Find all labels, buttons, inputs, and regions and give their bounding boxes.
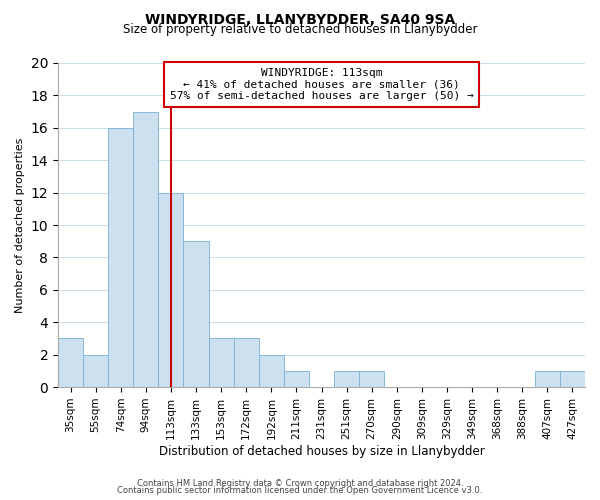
Bar xyxy=(535,371,560,387)
Bar xyxy=(133,112,158,387)
Bar xyxy=(83,354,108,387)
Bar xyxy=(560,371,585,387)
Bar xyxy=(108,128,133,387)
Bar xyxy=(233,338,259,387)
Bar xyxy=(209,338,233,387)
Y-axis label: Number of detached properties: Number of detached properties xyxy=(15,138,25,312)
X-axis label: Distribution of detached houses by size in Llanybydder: Distribution of detached houses by size … xyxy=(158,444,484,458)
Bar xyxy=(158,192,184,387)
Bar xyxy=(58,338,83,387)
Bar xyxy=(284,371,309,387)
Bar xyxy=(184,242,209,387)
Bar xyxy=(259,354,284,387)
Text: WINDYRIDGE, LLANYBYDDER, SA40 9SA: WINDYRIDGE, LLANYBYDDER, SA40 9SA xyxy=(145,12,455,26)
Text: Size of property relative to detached houses in Llanybydder: Size of property relative to detached ho… xyxy=(123,22,477,36)
Text: WINDYRIDGE: 113sqm
← 41% of detached houses are smaller (36)
57% of semi-detache: WINDYRIDGE: 113sqm ← 41% of detached hou… xyxy=(170,68,473,101)
Text: Contains public sector information licensed under the Open Government Licence v3: Contains public sector information licen… xyxy=(118,486,482,495)
Bar xyxy=(334,371,359,387)
Text: Contains HM Land Registry data © Crown copyright and database right 2024.: Contains HM Land Registry data © Crown c… xyxy=(137,478,463,488)
Bar xyxy=(359,371,384,387)
